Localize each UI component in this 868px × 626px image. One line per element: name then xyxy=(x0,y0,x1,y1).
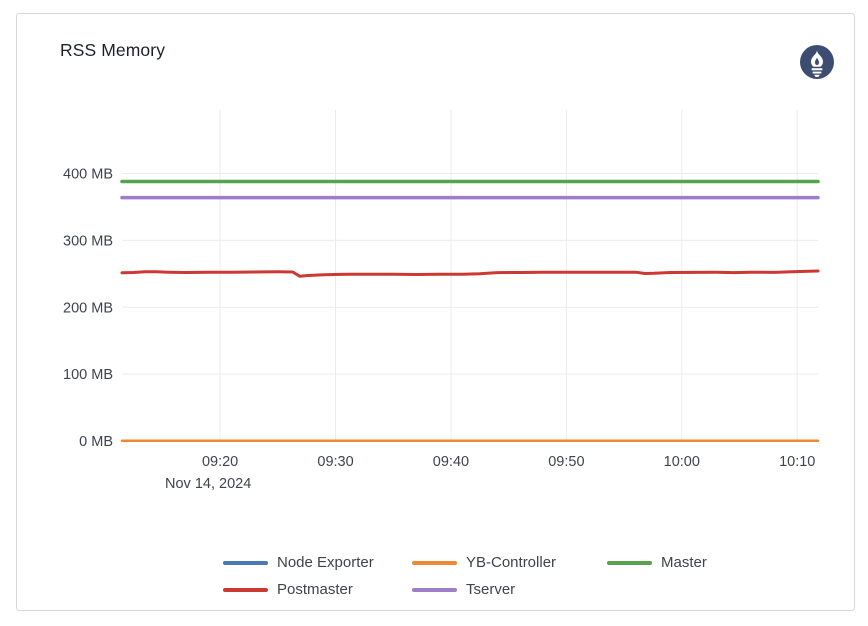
legend-label: Master xyxy=(661,554,707,571)
legend-item-yb-controller[interactable]: YB-Controller xyxy=(412,553,607,572)
series-line-postmaster xyxy=(120,269,820,278)
x-axis-tick-label: 09:40 xyxy=(433,454,469,470)
legend-label: Postmaster xyxy=(277,581,353,598)
legend-label: Node Exporter xyxy=(277,554,374,571)
chart-legend: Node Exporter YB-Controller Master Postmast… xyxy=(223,553,787,599)
legend-item-tserver[interactable]: Tserver xyxy=(412,580,607,599)
y-axis-tick-label: 100 MB xyxy=(63,367,113,383)
legend-swatch-icon xyxy=(607,560,652,565)
y-axis-tick-label: 0 MB xyxy=(79,434,113,450)
panel-title: RSS Memory xyxy=(60,40,166,60)
legend-item-master[interactable]: Master xyxy=(607,553,787,572)
x-axis-date-label: Nov 14, 2024 xyxy=(165,476,251,492)
x-axis-tick-label: 10:00 xyxy=(664,454,700,470)
x-axis-tick-label: 10:10 xyxy=(779,454,815,470)
legend-item-node-exporter[interactable]: Node Exporter xyxy=(223,553,412,572)
chart-panel xyxy=(16,13,855,611)
y-axis-tick-label: 200 MB xyxy=(63,300,113,316)
y-axis-tick-label: 400 MB xyxy=(63,167,113,183)
legend-swatch-icon xyxy=(412,587,457,592)
x-axis-tick-label: 09:50 xyxy=(548,454,584,470)
x-axis-tick-label: 09:30 xyxy=(317,454,353,470)
y-axis-tick-label: 300 MB xyxy=(63,233,113,249)
legend-label: Tserver xyxy=(466,581,516,598)
legend-item-postmaster[interactable]: Postmaster xyxy=(223,580,412,599)
legend-swatch-icon xyxy=(223,560,268,565)
x-axis-tick-label: 09:20 xyxy=(202,454,238,470)
legend-swatch-icon xyxy=(412,560,457,565)
legend-label: YB-Controller xyxy=(466,554,557,571)
legend-swatch-icon xyxy=(223,587,268,592)
prometheus-logo-icon xyxy=(800,45,834,79)
